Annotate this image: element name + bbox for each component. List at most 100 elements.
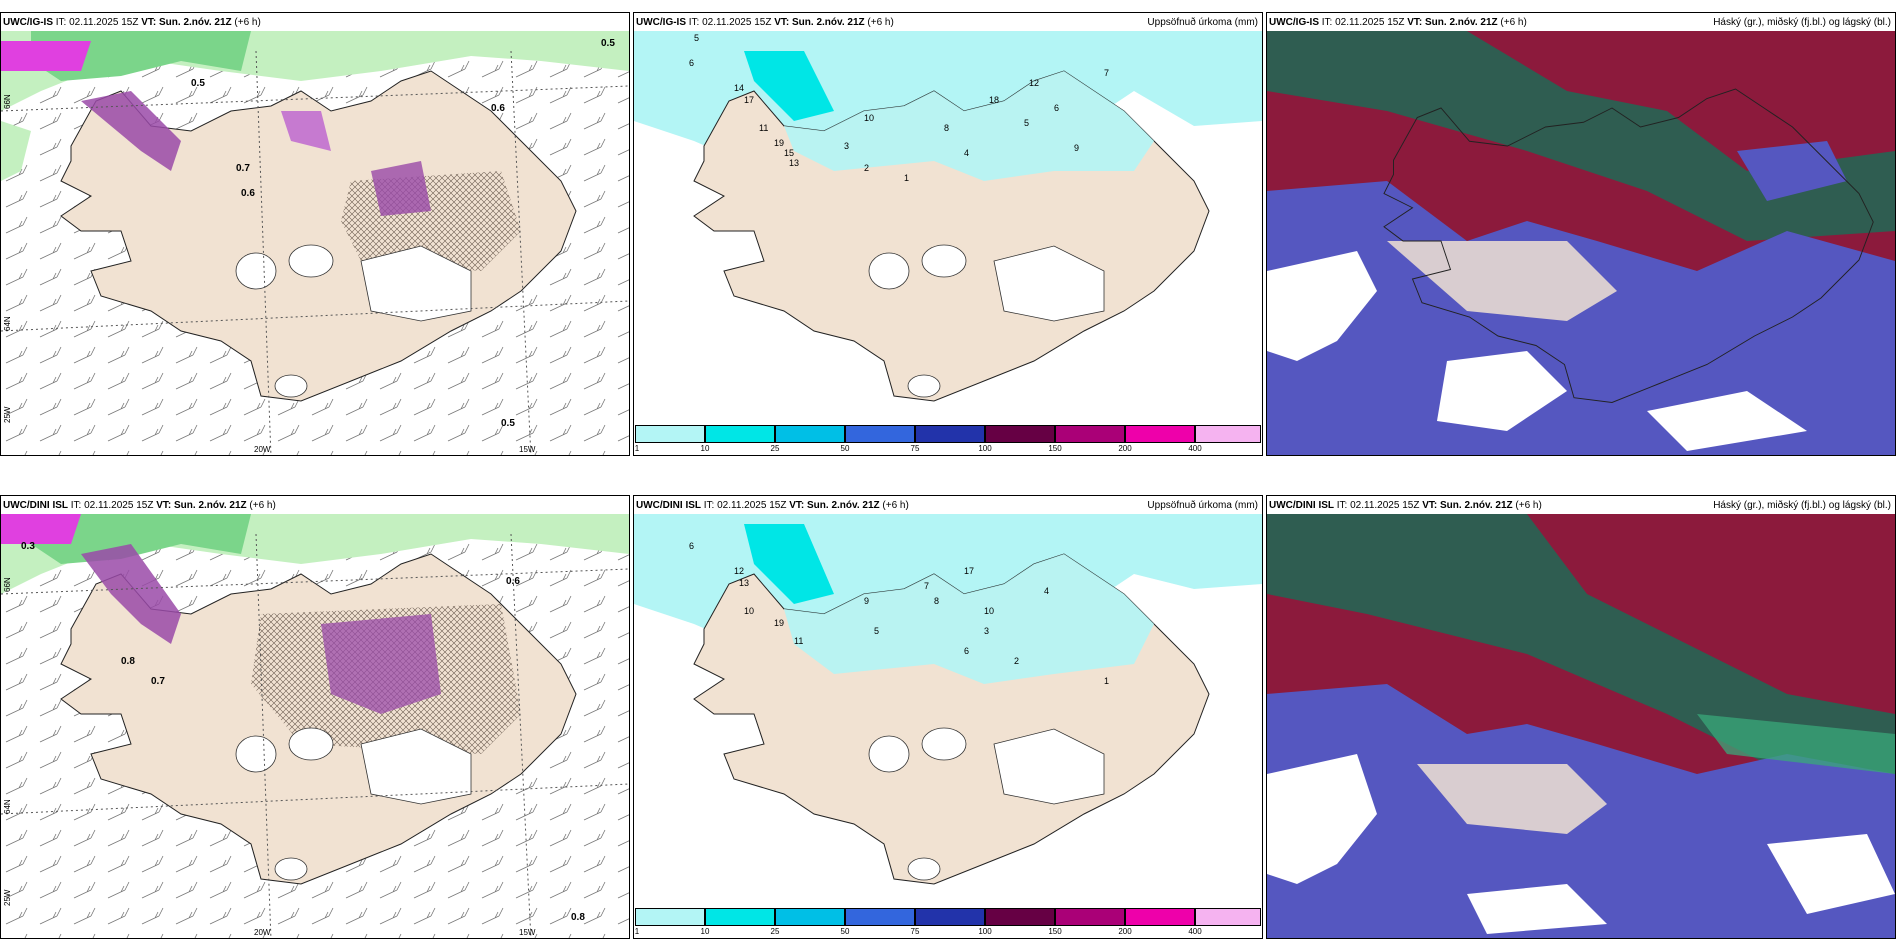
colorbar-segment <box>775 908 845 926</box>
colorbar-segment <box>1195 908 1261 926</box>
colorbar-tick: 1 <box>634 927 640 936</box>
panel-title: Háský (gr.), miðský (fj.bl.) og lágský (… <box>1713 17 1891 28</box>
snow-depth-label: 0.5 <box>191 78 205 89</box>
colorbar-tick: 10 <box>700 927 710 936</box>
iceland-land <box>60 70 577 402</box>
snow-depth-label: 0.3 <box>21 541 35 552</box>
lon-label-25w: 25W <box>3 406 12 423</box>
snow-depth-label: 0.7 <box>236 163 250 174</box>
snow-heavy-area <box>81 91 181 171</box>
precip-colorbar: 1 10 25 50 75 100 150 200 400 <box>635 425 1261 455</box>
colorbar-segment <box>915 425 985 443</box>
snow-depth-label: 0.8 <box>571 912 585 923</box>
snow-depth-label: 0.5 <box>501 418 515 429</box>
colorbar-segment <box>985 908 1055 926</box>
iceland-outline <box>1383 88 1874 403</box>
colorbar-tick: 25 <box>770 927 780 936</box>
map-snow-ig: 0.5 0.6 0.7 0.5 0.5 0.6 <box>1 31 629 455</box>
precip-value: 3 <box>844 141 849 151</box>
precip-value: 5 <box>694 33 699 43</box>
precip-value: 6 <box>964 646 969 656</box>
precip-value: 9 <box>1074 143 1079 153</box>
precip-value: 3 <box>984 626 989 636</box>
colorbar-tick: 150 <box>1048 444 1062 453</box>
precip-value: 12 <box>1029 78 1039 88</box>
snow-depth-label: 0.5 <box>601 38 615 49</box>
precip-value: 17 <box>964 566 974 576</box>
colorbar-segment <box>845 908 915 926</box>
colorbar-segment <box>1125 908 1195 926</box>
lon-label-20w: 20W <box>254 928 271 937</box>
precip-value: 13 <box>789 158 799 168</box>
map-snow-dini: 0.3 0.8 0.7 0.6 0.8 <box>1 514 629 938</box>
colorbar-segment <box>1055 425 1125 443</box>
precip-value: 7 <box>924 581 929 591</box>
precip-value: 15 <box>784 148 794 158</box>
precip-value: 13 <box>739 578 749 588</box>
panel-ig-clouds: UWC/IG-IS IT: 02.11.2025 15Z VT: Sun. 2.… <box>1266 12 1896 456</box>
snow-depth-label: 0.7 <box>151 676 165 687</box>
precip-value: 17 <box>744 95 754 105</box>
precip-value: 4 <box>1044 586 1049 596</box>
precip-value: 8 <box>944 123 949 133</box>
lat-label-64n: 64N <box>3 316 12 331</box>
colorbar-segment <box>1055 908 1125 926</box>
precip-value: 10 <box>744 606 754 616</box>
colorbar-tick: 1 <box>634 444 640 453</box>
precip-value: 19 <box>774 138 784 148</box>
precip-value: 6 <box>689 541 694 551</box>
panel-ig-precip: UWC/IG-IS IT: 02.11.2025 15Z VT: Sun. 2.… <box>633 12 1263 456</box>
colorbar-tick: 400 <box>1188 927 1202 936</box>
colorbar-tick: 100 <box>978 444 992 453</box>
precip-value: 11 <box>794 636 803 646</box>
precip-value: 10 <box>864 113 874 123</box>
precip-value: 11 <box>759 123 768 133</box>
precip-value: 9 <box>864 596 869 606</box>
lon-label-15w: 15W <box>519 928 536 937</box>
lon-label-20w: 20W <box>254 445 271 454</box>
precip-value: 10 <box>984 606 994 616</box>
colorbar-segment <box>915 908 985 926</box>
precip-value: 5 <box>874 626 879 636</box>
precip-value: 6 <box>1054 103 1059 113</box>
panel-header: UWC/DINI ISL IT: 02.11.2025 15Z VT: Sun.… <box>1269 500 1542 511</box>
precip-value: 14 <box>734 83 744 93</box>
panel-header: UWC/IG-IS IT: 02.11.2025 15Z VT: Sun. 2.… <box>1269 17 1527 28</box>
snow-depth-label: 0.6 <box>506 576 520 587</box>
colorbar-tick: 75 <box>910 927 920 936</box>
precip-value: 12 <box>734 566 744 576</box>
precip-value: 2 <box>864 163 869 173</box>
snow-magenta-area <box>1 41 91 71</box>
panel-title: Uppsöfnuð úrkoma (mm) <box>1147 500 1258 511</box>
panel-header: UWC/IG-IS IT: 02.11.2025 15Z VT: Sun. 2.… <box>3 17 261 28</box>
map-clouds-dini <box>1267 514 1895 938</box>
colorbar-segment <box>775 425 845 443</box>
colorbar-tick: 200 <box>1118 444 1132 453</box>
map-clouds-ig <box>1267 31 1895 455</box>
snow-depth-label: 0.6 <box>491 103 505 114</box>
panel-title: Uppsöfnuð úrkoma (mm) <box>1147 17 1258 28</box>
panel-ig-snow: UWC/IG-IS IT: 02.11.2025 15Z VT: Sun. 2.… <box>0 12 630 456</box>
colorbar-segment <box>845 425 915 443</box>
colorbar-tick: 75 <box>910 444 920 453</box>
colorbar-tick: 400 <box>1188 444 1202 453</box>
map-precip-ig: 5 6 14 17 11 19 15 13 10 3 2 1 4 5 6 7 8… <box>634 31 1262 402</box>
panel-header: UWC/DINI ISL IT: 02.11.2025 15Z VT: Sun.… <box>636 500 909 511</box>
colorbar-segment <box>1195 425 1261 443</box>
colorbar-segment <box>705 908 775 926</box>
colorbar-tick: 50 <box>840 927 850 936</box>
precip-value: 4 <box>964 148 969 158</box>
panel-header: UWC/IG-IS IT: 02.11.2025 15Z VT: Sun. 2.… <box>636 17 894 28</box>
precip-value: 6 <box>689 58 694 68</box>
map-precip-dini: 6 12 13 10 19 11 9 7 8 5 3 2 1 4 6 10 17 <box>634 514 1262 885</box>
colorbar-tick: 25 <box>770 444 780 453</box>
snow-depth-label: 0.6 <box>241 188 255 199</box>
colorbar-segment <box>1125 425 1195 443</box>
colorbar-segment <box>705 425 775 443</box>
panel-title: Háský (gr.), miðský (fj.bl.) og lágský (… <box>1713 500 1891 511</box>
lon-label-15w: 15W <box>519 445 536 454</box>
precip-value: 5 <box>1024 118 1029 128</box>
colorbar-tick: 50 <box>840 444 850 453</box>
lat-label-66n: 66N <box>3 94 12 109</box>
precip-value: 1 <box>904 173 909 183</box>
